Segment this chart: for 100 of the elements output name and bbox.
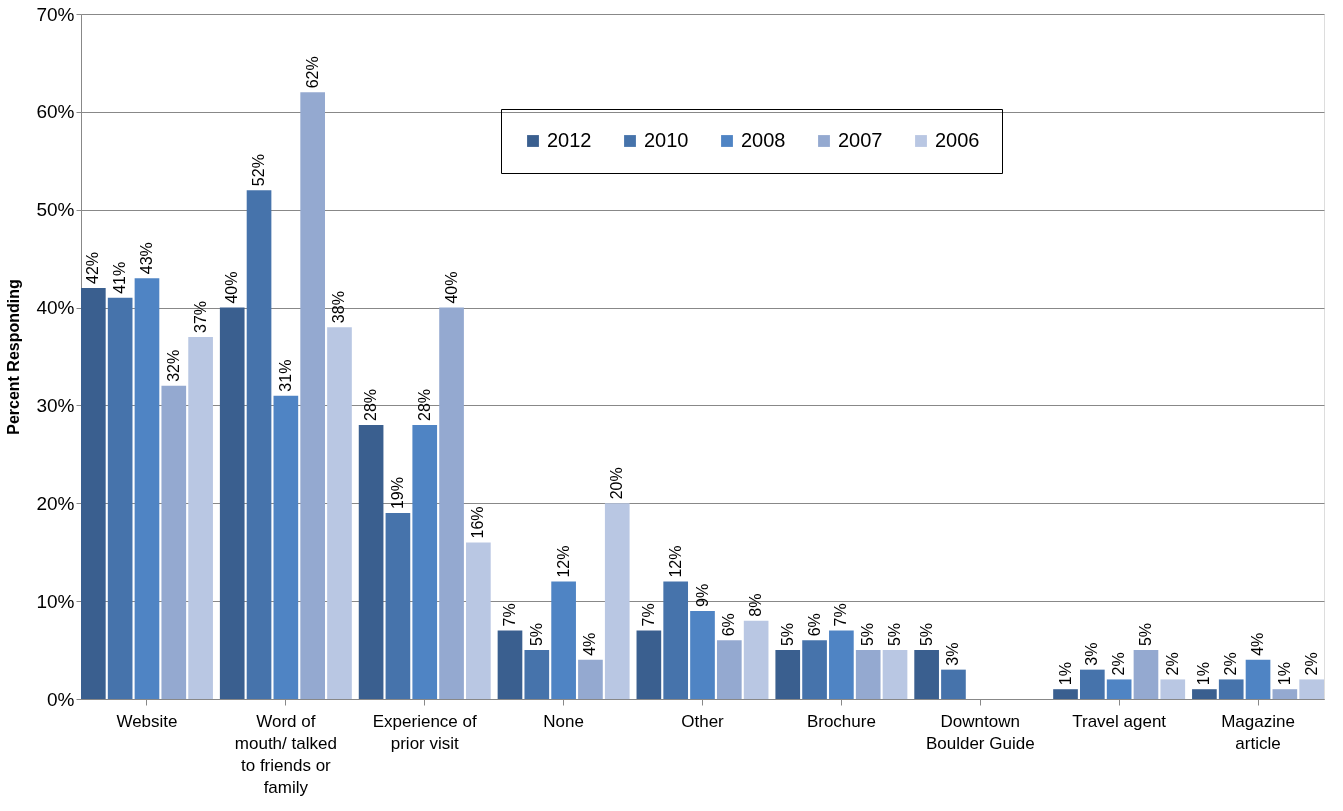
bar (775, 650, 801, 699)
bar (1053, 689, 1078, 699)
bar (578, 659, 603, 699)
text: 28% (362, 388, 380, 421)
text: 2% (1222, 652, 1240, 676)
text: 2% (1110, 652, 1128, 676)
bar (219, 307, 245, 699)
bar (81, 288, 106, 699)
text: 5% (886, 622, 904, 647)
text: 12% (666, 545, 684, 578)
text: 3% (944, 642, 962, 666)
text: 16% (469, 506, 487, 539)
bar (829, 630, 854, 699)
text: 40% (223, 271, 241, 304)
bar (161, 385, 187, 699)
bar (412, 425, 438, 699)
legend-label: 2010 (644, 129, 689, 151)
bar (882, 650, 908, 699)
legend-label: 2006 (935, 129, 980, 151)
bar (497, 630, 523, 699)
text: 4% (581, 632, 599, 656)
y-tick-label: 30% (36, 394, 75, 416)
bar (1192, 689, 1217, 699)
x-tick-label: Travel agent (1072, 711, 1167, 731)
bar (690, 610, 715, 699)
bar (802, 640, 827, 699)
bar (941, 669, 966, 699)
bar (1218, 679, 1244, 699)
text: 37% (191, 300, 209, 333)
bar (134, 278, 160, 699)
bar (273, 395, 299, 699)
bar (1299, 679, 1324, 699)
y-tick-label: 10% (36, 590, 75, 612)
bar (855, 650, 881, 699)
text: 20% (608, 467, 626, 500)
text: 62% (303, 56, 321, 89)
text: 42% (84, 251, 102, 284)
y-tick-label: 50% (36, 199, 75, 221)
text: 1% (1195, 662, 1213, 686)
bar (188, 336, 213, 699)
bar (604, 503, 630, 699)
text: 1% (1056, 662, 1074, 686)
bar (300, 92, 325, 699)
y-tick-label: 60% (36, 101, 75, 123)
text: 9% (693, 583, 711, 607)
legend-label: 2007 (838, 129, 883, 151)
text: 5% (917, 622, 935, 647)
y-tick-label: 70% (36, 3, 75, 25)
text: 19% (388, 477, 406, 510)
bar (551, 581, 576, 699)
text: 2% (1302, 652, 1320, 676)
text: 4% (1249, 632, 1267, 656)
bar (327, 327, 352, 699)
x-tick-label: None (543, 711, 584, 731)
x-tick-label: Other (681, 711, 725, 731)
x-tick-label: Experience of prior visit (372, 711, 477, 753)
text: 32% (164, 349, 182, 382)
bar (466, 542, 491, 699)
x-tick-label: Downtown Boulder Guide (925, 711, 1035, 753)
bar (636, 630, 662, 699)
text: 5% (778, 622, 796, 647)
bar (1106, 679, 1132, 699)
bar (358, 425, 384, 699)
text: 8% (747, 593, 765, 617)
x-tick-label: Brochure (806, 711, 876, 731)
bar (385, 513, 411, 699)
bar (1133, 650, 1159, 699)
text: 2% (1163, 652, 1181, 676)
text: 38% (330, 291, 348, 324)
text: 6% (805, 613, 823, 637)
bar (107, 297, 133, 699)
bar (743, 620, 769, 699)
text: 7% (832, 603, 850, 627)
text: 41% (111, 261, 129, 294)
bar (1245, 659, 1271, 699)
bar (439, 307, 464, 699)
text: 7% (639, 603, 657, 627)
y-tick-label: 40% (36, 297, 75, 319)
x-tick-label: Website (116, 711, 178, 731)
text: 1% (1275, 662, 1293, 686)
text: 7% (500, 603, 518, 627)
text: 12% (554, 545, 572, 578)
legend-label: 2012 (547, 129, 592, 151)
bar (663, 581, 689, 699)
x-tick-label: Word of mouth/ talked to friends or family (234, 711, 337, 797)
bar (246, 190, 272, 699)
text: 5% (527, 622, 545, 647)
text: 5% (1136, 622, 1154, 647)
bar (524, 650, 550, 699)
text: 5% (859, 622, 877, 647)
y-tick-label: 20% (36, 492, 75, 514)
x-tick-label: Magazine article (1221, 711, 1295, 753)
text: 52% (250, 154, 268, 187)
bar (914, 650, 939, 699)
text: 43% (137, 242, 155, 275)
bar (1272, 689, 1298, 699)
text: 28% (415, 388, 433, 421)
text: 40% (442, 271, 460, 304)
text: 6% (720, 613, 738, 637)
bar (1080, 669, 1105, 699)
